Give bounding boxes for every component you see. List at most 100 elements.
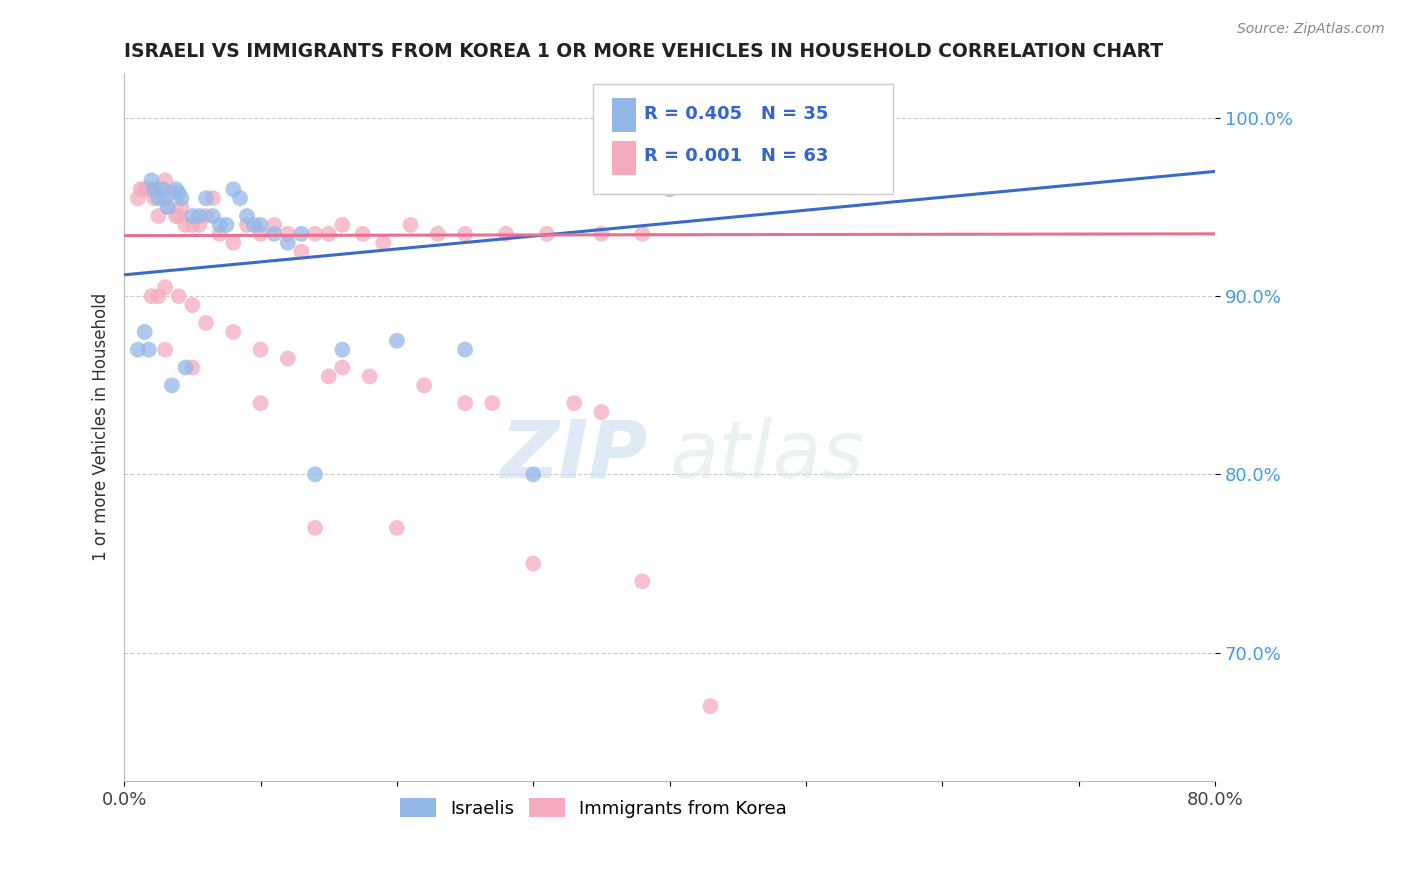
Point [242,218,264,232]
Point [148,191,170,205]
Point [174,218,197,232]
Point [167,289,190,303]
Point [236,218,259,232]
Point [134,325,156,339]
Text: ISRAELI VS IMMIGRANTS FROM KOREA 1 OR MORE VEHICLES IN HOUSEHOLD CORRELATION CHA: ISRAELI VS IMMIGRANTS FROM KOREA 1 OR MO… [124,42,1163,61]
Point [208,218,231,232]
Legend: Israelis, Immigrants from Korea: Israelis, Immigrants from Korea [392,791,794,825]
Point [134,182,156,196]
Point [318,369,340,384]
Point [631,574,654,589]
Point [249,218,271,232]
Point [359,369,381,384]
Point [304,467,326,482]
Point [495,227,517,241]
Text: ZIP: ZIP [501,417,648,494]
Point [222,325,245,339]
Point [167,209,190,223]
Point [222,182,245,196]
Point [156,200,179,214]
Point [426,227,449,241]
Point [167,186,190,200]
Point [222,235,245,250]
Point [188,218,211,232]
FancyBboxPatch shape [612,98,636,132]
Point [153,343,176,357]
Point [153,173,176,187]
Point [160,186,183,200]
Point [141,182,163,196]
Point [658,182,681,196]
FancyBboxPatch shape [593,84,893,194]
Point [156,200,179,214]
Point [143,182,166,196]
Point [201,209,224,223]
Point [591,405,613,419]
Point [330,218,353,232]
Text: atlas: atlas [669,417,865,494]
Point [181,209,204,223]
Text: Source: ZipAtlas.com: Source: ZipAtlas.com [1237,22,1385,37]
Text: R = 0.405   N = 35: R = 0.405 N = 35 [644,104,828,123]
Point [148,209,170,223]
Point [263,218,285,232]
Point [141,173,163,187]
Point [699,699,721,714]
Point [591,227,613,241]
Point [385,334,408,348]
Point [208,227,231,241]
Point [153,280,176,294]
Point [562,396,585,410]
Point [127,191,149,205]
Point [277,351,299,366]
Point [215,218,238,232]
Point [277,235,299,250]
Y-axis label: 1 or more Vehicles in Household: 1 or more Vehicles in Household [93,293,110,561]
Point [290,244,312,259]
Point [352,227,374,241]
Point [201,191,224,205]
Point [170,191,193,205]
Point [318,227,340,241]
Text: R = 0.001   N = 63: R = 0.001 N = 63 [644,147,828,165]
Point [181,218,204,232]
Point [373,235,395,250]
Point [454,227,477,241]
Point [522,557,544,571]
Point [249,227,271,241]
Point [399,218,422,232]
Point [330,343,353,357]
Point [522,467,544,482]
Point [249,343,271,357]
Point [385,521,408,535]
Point [229,191,252,205]
Point [160,378,183,392]
Point [413,378,436,392]
Point [631,227,654,241]
Point [277,227,299,241]
Point [188,209,211,223]
Point [138,182,160,196]
Point [127,343,149,357]
Point [330,360,353,375]
Point [148,289,170,303]
FancyBboxPatch shape [612,141,636,175]
Point [195,316,218,330]
Point [249,396,271,410]
Point [290,227,312,241]
Point [129,182,152,196]
Point [138,343,160,357]
Point [141,289,163,303]
Point [165,182,187,196]
Point [236,209,259,223]
Point [536,227,558,241]
Point [304,521,326,535]
Point [454,343,477,357]
Point [170,200,193,214]
Point [481,396,503,410]
Point [165,209,187,223]
Point [304,227,326,241]
Point [174,360,197,375]
Point [143,191,166,205]
Point [195,209,218,223]
